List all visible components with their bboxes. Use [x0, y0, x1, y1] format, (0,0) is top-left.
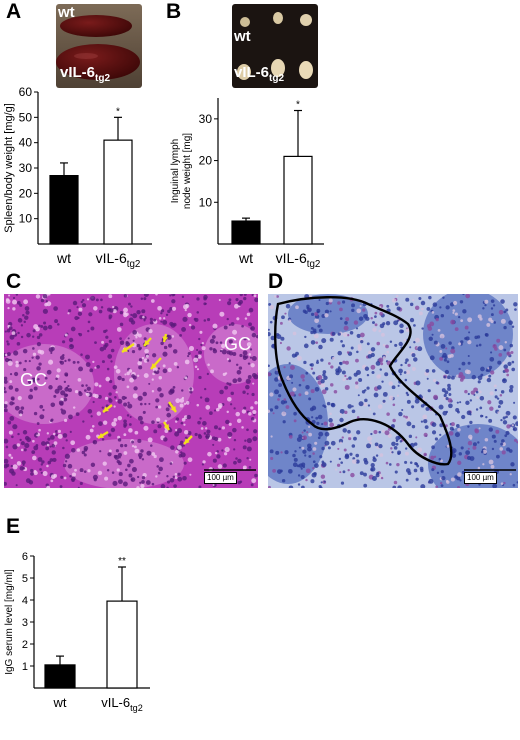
- y-tick-label: 40: [19, 136, 33, 150]
- gc-label-right: GC: [224, 334, 251, 354]
- yellow-arrowhead: [122, 346, 128, 352]
- yellow-arrowhead: [162, 336, 169, 342]
- significance-marker: *: [116, 106, 120, 117]
- y-tick-label: 30: [199, 112, 213, 126]
- scale-bar-c: 100 µm: [204, 472, 237, 484]
- bar-wt: [44, 664, 76, 689]
- scale-bar-d: 100 µm: [464, 472, 497, 484]
- y-tick-label: 4: [22, 595, 28, 607]
- yellow-arrowhead: [144, 340, 150, 346]
- panel-label-c: C: [6, 270, 22, 293]
- y-tick-label: 20: [19, 186, 33, 200]
- y-tick-label: 50: [19, 110, 33, 124]
- spleen-photo-label-wt: wt: [58, 4, 75, 21]
- lymph-photo-label-tg: vIL-6tg2: [234, 64, 285, 84]
- yellow-arrowhead: [184, 438, 190, 444]
- yellow-arrowhead: [170, 406, 176, 412]
- y-axis-label: Inguinal lymphnode weight [mg]: [170, 133, 193, 209]
- significance-marker: *: [296, 100, 300, 111]
- histology-he-image: GC GC 100 µm: [4, 294, 258, 488]
- lymph-photo-label-wt: wt: [234, 28, 251, 45]
- lymph-node-photo: wt vIL-6tg2: [232, 4, 318, 88]
- y-axis-label: Spleen/body weight [mg/g]: [3, 103, 15, 233]
- bar-wt: [49, 174, 79, 245]
- yellow-arrowhead: [163, 424, 169, 430]
- bar-wt: [231, 220, 261, 245]
- yellow-arrowhead: [98, 432, 104, 438]
- x-tick-label: wt: [56, 250, 71, 266]
- bar-vil-6: [283, 155, 313, 245]
- bar-vil-6: [103, 139, 133, 245]
- y-tick-label: 20: [199, 154, 213, 168]
- y-axis-label: IgG serum level [mg/ml]: [4, 569, 15, 675]
- y-tick-label: 5: [22, 573, 28, 585]
- chart-a: 10 20 30 40 50 60 Spleen/body weight [mg/g] wt *…: [0, 85, 160, 270]
- x-tick-label: vIL-6tg2: [276, 250, 321, 270]
- gc-label-left: GC: [20, 370, 47, 390]
- x-tick-label: vIL-6tg2: [96, 250, 141, 270]
- spleen-photo-label-tg: vIL-6tg2: [60, 64, 111, 84]
- y-tick-label: 10: [199, 195, 213, 209]
- y-tick-label: 1: [22, 661, 28, 673]
- y-tick-label: 3: [22, 617, 28, 629]
- bar-vil-6: [106, 600, 138, 689]
- x-tick-label: wt: [53, 695, 67, 710]
- panel-label-e: E: [6, 515, 21, 538]
- y-tick-label: 30: [19, 161, 33, 175]
- x-tick-label: vIL-6tg2: [101, 695, 143, 713]
- y-tick-label: 2: [22, 639, 28, 651]
- chart-b: 10 20 30 Inguinal lymphnode weight [mg] wt * v…: [166, 88, 336, 270]
- panel-label-a: A: [6, 0, 22, 23]
- histology-blue-image: 100 µm: [268, 294, 518, 488]
- yellow-arrowhead: [103, 406, 109, 412]
- yellow-arrowhead: [151, 363, 157, 369]
- panel-label-b: B: [166, 0, 182, 23]
- y-tick-label: 60: [19, 85, 33, 99]
- outlined-region: [274, 296, 453, 466]
- x-tick-label: wt: [238, 250, 253, 266]
- chart-e: 1 2 3 4 5 6 IgG serum level [mg/ml] wt ** vIL-6tg…: [0, 540, 170, 740]
- significance-marker: **: [118, 556, 126, 567]
- spleen-photo: wt vIL-6tg2: [56, 4, 142, 88]
- y-tick-label: 10: [19, 212, 33, 226]
- y-tick-label: 6: [22, 551, 28, 563]
- panel-label-d: D: [268, 270, 284, 293]
